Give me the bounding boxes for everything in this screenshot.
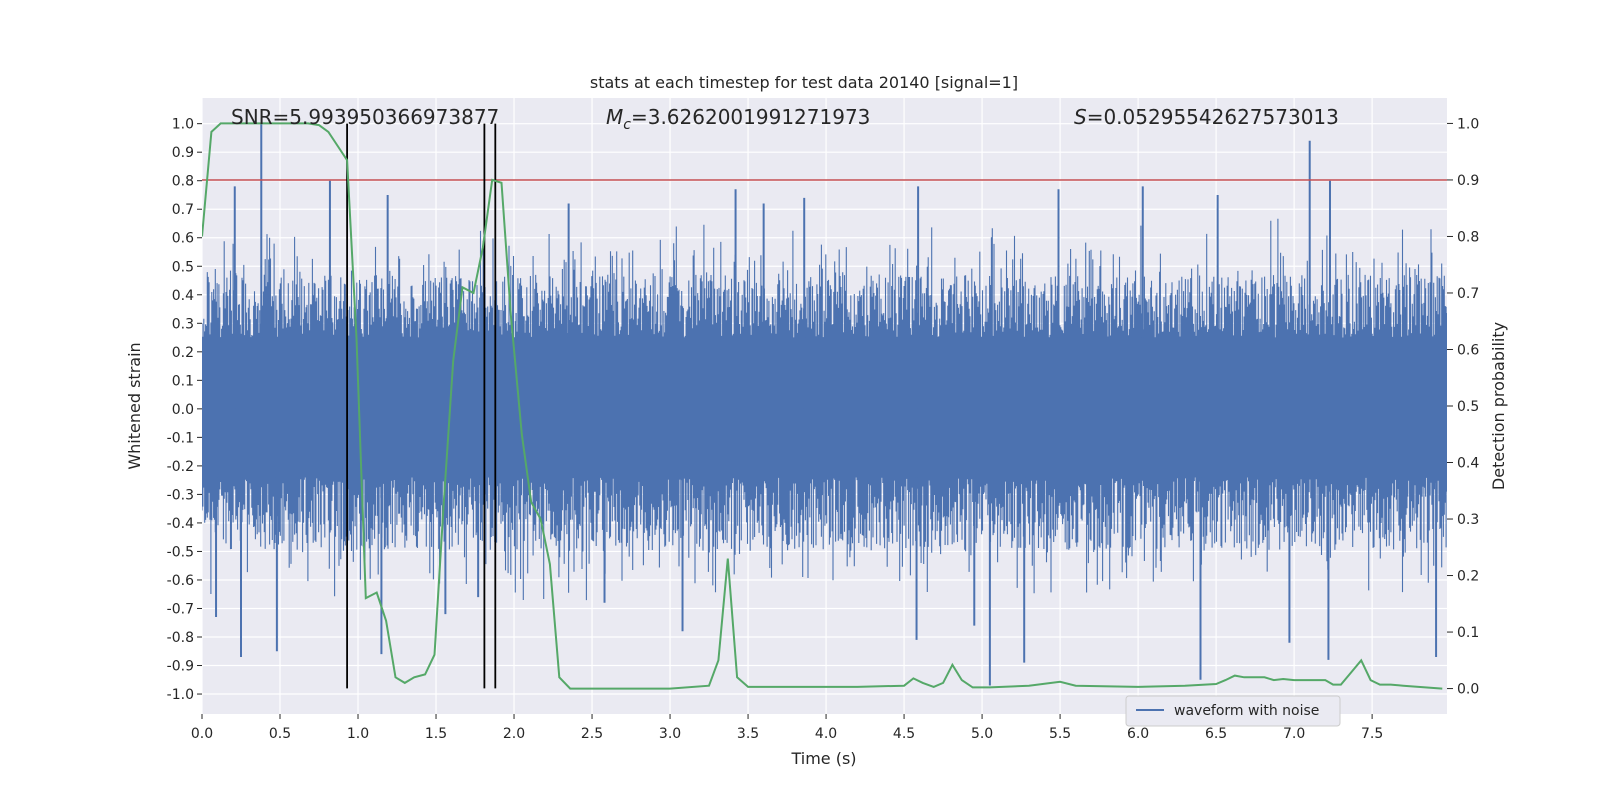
x-tick-label: 7.5 (1361, 726, 1383, 742)
y-axis-right-label: Detection probability (1489, 322, 1508, 490)
x-tick-label: 2.0 (503, 726, 525, 742)
y-tick-label: 0.7 (172, 202, 194, 218)
x-tick-label: 7.0 (1283, 726, 1305, 742)
y-right-tick-label: 0.3 (1457, 512, 1479, 528)
chirp-mass-symbol: M (606, 105, 623, 129)
chirp-mass-annotation: Mc=3.6262001991271973 (606, 105, 870, 133)
y-tick-label: 0.9 (172, 145, 194, 161)
x-tick-label: 5.5 (1049, 726, 1071, 742)
y-right-tick-label: 0.0 (1457, 682, 1479, 698)
x-tick-label: 5.0 (971, 726, 993, 742)
y-right-tick-label: 0.6 (1457, 342, 1479, 358)
y-right-tick-label: 0.2 (1457, 569, 1479, 585)
y-tick-label: -0.3 (167, 487, 194, 503)
y-tick-label: 0.0 (172, 402, 194, 418)
y-right-tick-label: 0.5 (1457, 399, 1479, 415)
y-axis-label: Whitened strain (125, 342, 144, 469)
y-tick-label: -1.0 (167, 687, 194, 703)
s-symbol: S (1074, 105, 1087, 129)
legend: waveform with noise (1125, 695, 1341, 727)
x-tick-label: 4.0 (815, 726, 837, 742)
chirp-mass-value: =3.6262001991271973 (631, 105, 870, 129)
x-tick-label: 2.5 (581, 726, 603, 742)
y-tick-label: 0.4 (172, 288, 194, 304)
y-tick-label: -0.1 (167, 430, 194, 446)
y-right-tick-label: 1.0 (1457, 116, 1479, 132)
y-tick-label: 0.6 (172, 231, 194, 247)
chart-title: stats at each timestep for test data 201… (590, 73, 1018, 92)
x-tick-label: 6.0 (1127, 726, 1149, 742)
y-tick-label: 0.2 (172, 345, 194, 361)
y-tick-label: -0.9 (167, 659, 194, 675)
y-tick-label: 0.8 (172, 174, 194, 190)
x-tick-label: 6.5 (1205, 726, 1227, 742)
y-right-tick-label: 0.1 (1457, 625, 1479, 641)
y-tick-label: 0.1 (172, 373, 194, 389)
y-tick-label: 1.0 (172, 117, 194, 133)
y-right-tick-label: 0.4 (1457, 456, 1479, 472)
x-tick-label: 3.5 (737, 726, 759, 742)
x-tick-label: 1.5 (425, 726, 447, 742)
x-tick-label: 4.5 (893, 726, 915, 742)
chirp-mass-subscript: c (623, 117, 631, 133)
y-right-tick-label: 0.7 (1457, 286, 1479, 302)
y-tick-label: -0.6 (167, 573, 194, 589)
y-tick-label: -0.7 (167, 601, 194, 617)
s-value: =0.05295542627573013 (1087, 105, 1339, 129)
y-tick-label: -0.2 (167, 459, 194, 475)
y-tick-label: 0.5 (172, 259, 194, 275)
y-tick-label: -0.8 (167, 630, 194, 646)
y-right-tick-label: 0.8 (1457, 229, 1479, 245)
y-tick-label: -0.5 (167, 544, 194, 560)
x-tick-label: 0.5 (269, 726, 291, 742)
y-right-tick-label: 0.9 (1457, 173, 1479, 189)
legend-box (1125, 695, 1341, 727)
y-tick-label: 0.3 (172, 316, 194, 332)
x-tick-label: 0.0 (191, 726, 213, 742)
s-annotation: S=0.05295542627573013 (1074, 105, 1339, 129)
x-tick-label: 1.0 (347, 726, 369, 742)
x-tick-label: 3.0 (659, 726, 681, 742)
detection-probability-line (202, 122, 1443, 690)
y-tick-label: -0.4 (167, 516, 194, 532)
waveform-core-band (202, 337, 1447, 478)
x-axis-label: Time (s) (790, 749, 856, 768)
snr-annotation: SNR=5.993950366973877 (231, 105, 499, 129)
legend-label: waveform with noise (1174, 703, 1319, 719)
